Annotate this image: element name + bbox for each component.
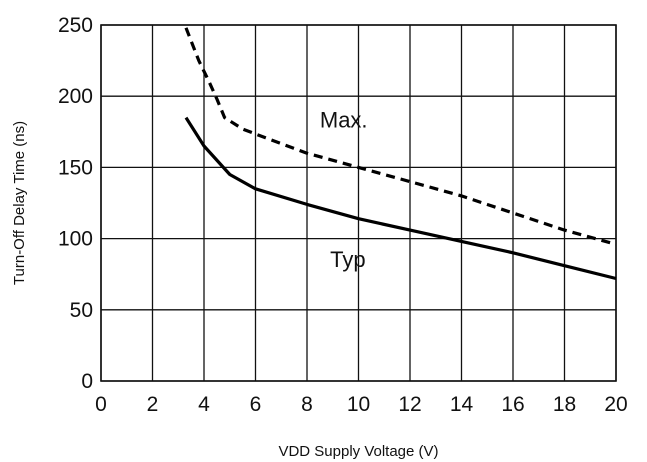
y-tick-label: 50 xyxy=(70,299,93,322)
x-axis-label: VDD Supply Voltage (V) xyxy=(278,443,438,460)
x-tick-label: 4 xyxy=(198,393,210,416)
series-annotations: Max. Typ xyxy=(320,108,368,273)
series-label: Typ xyxy=(330,247,365,272)
x-tick-label: 20 xyxy=(604,393,627,416)
y-tick-labels: 0 50 100 150 200 250 xyxy=(58,14,93,393)
x-tick-label: 14 xyxy=(450,393,474,416)
x-tick-label: 18 xyxy=(553,393,576,416)
series-line-max xyxy=(184,27,617,246)
series-line-typ xyxy=(184,116,617,281)
y-tick-label: 150 xyxy=(58,156,93,179)
series-lines xyxy=(184,27,617,281)
x-tick-label: 12 xyxy=(398,393,421,416)
y-axis-label: Turn-Off Delay Time (ns) xyxy=(11,121,28,285)
x-tick-label: 10 xyxy=(347,393,370,416)
x-tick-label: 16 xyxy=(501,393,524,416)
series-label: Max. xyxy=(320,108,368,133)
x-tick-label: 0 xyxy=(95,393,107,416)
plot-frame xyxy=(100,24,617,382)
x-tick-label: 8 xyxy=(301,393,313,416)
x-tick-labels: 0 2 4 6 8 10 12 14 16 18 20 xyxy=(95,393,628,416)
y-tick-label: 250 xyxy=(58,14,93,37)
x-tick-label: 2 xyxy=(147,393,159,416)
plot-border xyxy=(100,24,617,382)
grid xyxy=(100,24,617,382)
y-tick-label: 100 xyxy=(58,228,93,251)
y-tick-label: 0 xyxy=(81,370,93,393)
x-tick-label: 6 xyxy=(250,393,262,416)
y-tick-label: 200 xyxy=(58,85,93,108)
